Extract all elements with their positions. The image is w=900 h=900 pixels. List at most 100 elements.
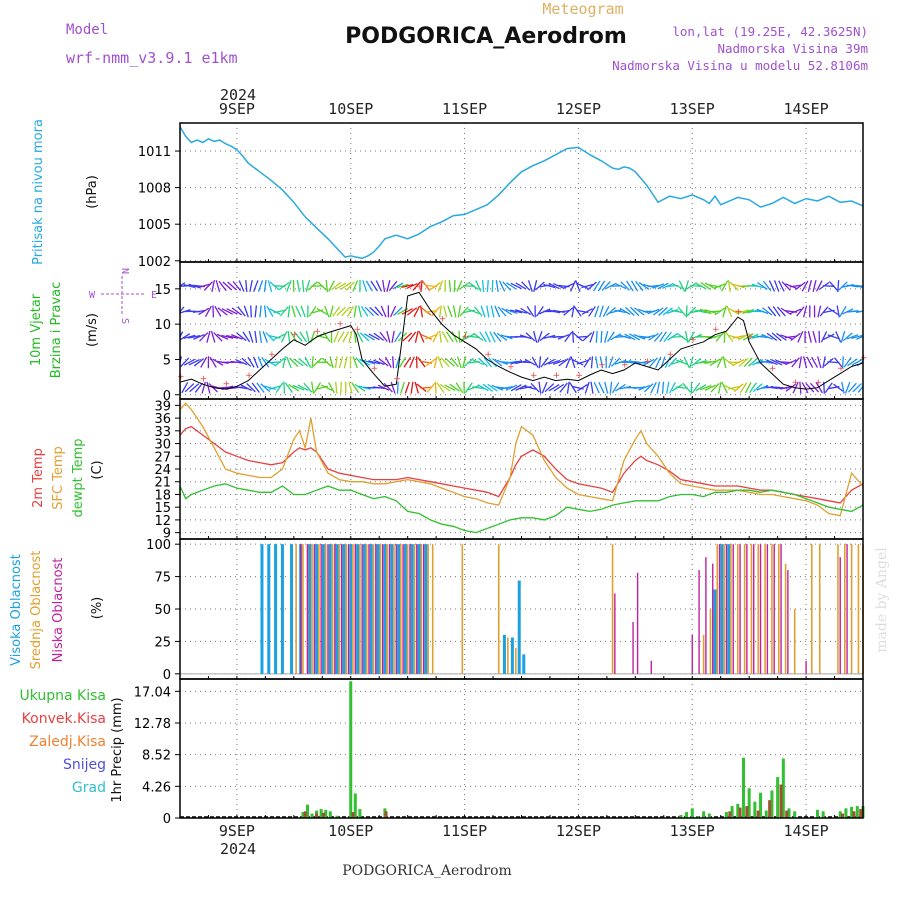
- wind-arrow: [691, 357, 702, 367]
- wind-arrow: [180, 333, 191, 341]
- convective-rain-bar: [779, 784, 783, 818]
- wind-arrow: [420, 279, 423, 293]
- compass-east: E: [151, 290, 157, 301]
- wind-arrow: [298, 357, 309, 367]
- total-rain-bar: [685, 812, 689, 818]
- wind-arrow: [404, 381, 410, 394]
- wind-arrow: [451, 331, 458, 343]
- wind-arrow: [475, 280, 482, 292]
- wind-arrow: [717, 381, 722, 394]
- total-rain-bar: [741, 757, 745, 818]
- model-name: wrf-nmm_v3.9.1 e1km: [66, 49, 238, 67]
- wind-arrow: [212, 358, 224, 366]
- convective-rain-bar: [756, 810, 760, 818]
- wind-arrow: [822, 285, 835, 287]
- wind-arrow: [294, 331, 303, 342]
- y-tick-label: 1011: [138, 145, 171, 160]
- wind-arrow: [525, 332, 536, 342]
- wind-arrow: [669, 382, 676, 394]
- wind-arrow: [581, 308, 593, 315]
- wind-arrow: [505, 360, 518, 364]
- wind-arrow: [765, 386, 778, 390]
- wind-arrow: [437, 356, 444, 369]
- wind-arrow: [440, 357, 450, 368]
- wind-arrow: [254, 305, 258, 318]
- total-rain-bar: [844, 808, 848, 818]
- y-tick-label: 1005: [138, 218, 171, 233]
- wind-arrow: [828, 307, 839, 316]
- wind-arrow: [833, 357, 843, 368]
- wind-unit: (m/s): [85, 313, 100, 347]
- wind-arrow: [524, 358, 536, 366]
- wind-arrow: [445, 331, 454, 343]
- credit-text: made by Angel: [874, 547, 890, 653]
- wind-arrow: [572, 359, 584, 366]
- wind-arrow: [243, 305, 249, 318]
- wind-arrow: [437, 280, 444, 292]
- wind-arrow: [351, 382, 360, 394]
- wind-arrow: [827, 334, 840, 340]
- wind-arrow: [815, 382, 823, 394]
- wind-arrow: [694, 309, 707, 314]
- temp-ylabel-1: 2m Temp: [31, 448, 46, 508]
- wind-arrow: [650, 382, 657, 394]
- wind-arrow: [204, 305, 212, 317]
- wind-arrow: [562, 282, 575, 290]
- wind-arrow: [709, 334, 722, 340]
- wind-arrow: [180, 357, 190, 368]
- wind-arrow: [287, 330, 291, 343]
- wind-arrow: [464, 382, 473, 394]
- wind-arrow: [497, 306, 507, 317]
- station-lonlat: lon,lat (19.25E, 42.3625N): [672, 24, 868, 39]
- wind-arrow: [856, 335, 863, 340]
- wind-arrow: [510, 309, 523, 314]
- wind-arrow: [677, 306, 687, 317]
- wind-arrow: [472, 359, 485, 366]
- top-day-label: 10SEP: [328, 100, 373, 118]
- pressure-ylabel: Pritisak na nivou mora: [31, 119, 46, 265]
- wind-arrow: [599, 356, 604, 369]
- wind-arrow: [284, 382, 293, 393]
- total-rain-bar: [358, 809, 362, 818]
- station-title: PODGORICA_Aerodrom: [345, 24, 627, 49]
- wind-arrows: [180, 279, 863, 394]
- wind-arrow: [732, 334, 745, 339]
- wind-arrow: [527, 280, 533, 292]
- wind-arrow: [345, 281, 356, 291]
- wind-arrow: [638, 384, 650, 391]
- total-rain-bar: [787, 808, 791, 818]
- wind-arrow: [189, 383, 200, 393]
- total-rain-bar: [301, 812, 305, 818]
- wind-arrow: [209, 356, 217, 368]
- wind-arrow: [403, 356, 412, 368]
- wind-arrow: [448, 279, 452, 293]
- wind-arrow: [391, 330, 395, 343]
- wind-arrow: [847, 358, 858, 367]
- wind-gust-mark: +: [336, 319, 344, 329]
- wind-arrow: [666, 308, 679, 315]
- wind-arrow: [193, 358, 205, 367]
- wind-arrow: [198, 307, 210, 316]
- total-rain-bar: [690, 808, 694, 818]
- bottom-x-axis: 9SEP 10SEP 11SEP 12SEP 13SEP 14SEP: [219, 822, 829, 840]
- wind-arrow: [316, 307, 328, 315]
- total-rain-bar: [353, 793, 357, 818]
- wind-arrow: [729, 281, 739, 291]
- convective-rain-bar: [852, 811, 856, 818]
- wind-arrow: [544, 383, 555, 393]
- wind-arrow: [776, 306, 786, 317]
- wind-arrow: [340, 381, 342, 394]
- y-tick-label: 1008: [138, 182, 171, 197]
- wind-arrow: [352, 356, 358, 369]
- wind-arrow: [704, 384, 717, 391]
- wind-arrow: [557, 333, 570, 340]
- wind-arrow: [595, 356, 599, 369]
- wind-arrow: [194, 382, 204, 393]
- wind-arrow: [784, 335, 797, 339]
- wind-arrow: [657, 282, 669, 290]
- wind-arrow: [477, 384, 489, 392]
- wind-gust-mark: +: [416, 283, 424, 293]
- wind-arrow: [857, 385, 863, 393]
- wind-arrow: [267, 280, 273, 292]
- wind-gust-mark: +: [530, 371, 538, 381]
